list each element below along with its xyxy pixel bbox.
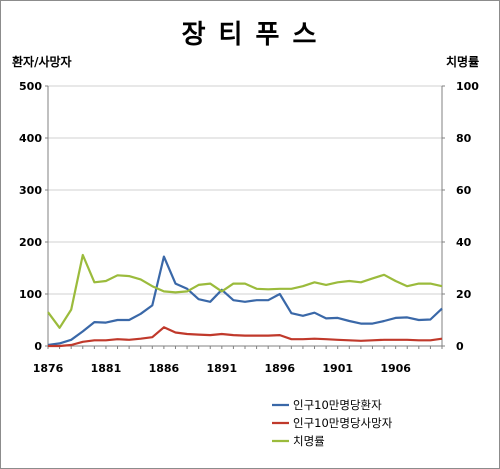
y-left-tick-label: 300 bbox=[19, 184, 42, 197]
y-right-tick-label: 60 bbox=[456, 184, 472, 197]
chart-title: 장 티 푸 스 bbox=[181, 20, 319, 50]
legend-label: 인구10만명당사망자 bbox=[293, 416, 393, 430]
legend-label: 치명률 bbox=[293, 434, 325, 448]
right-axis-label: 치명률 bbox=[446, 55, 480, 69]
series-line bbox=[48, 326, 443, 348]
series-line bbox=[47, 255, 443, 347]
gridlines bbox=[48, 85, 442, 295]
x-tick-label: 1901 bbox=[322, 362, 353, 375]
y-right-tick-label: 20 bbox=[456, 288, 472, 301]
y-right-tick-label: 40 bbox=[456, 236, 472, 249]
series-lines bbox=[47, 253, 443, 348]
x-tick-label: 1876 bbox=[33, 362, 64, 375]
x-tick-label: 1886 bbox=[149, 362, 180, 375]
x-tick-label: 1881 bbox=[91, 362, 122, 375]
x-tick-label: 1891 bbox=[207, 362, 238, 375]
y-left-tick-label: 100 bbox=[19, 288, 42, 301]
left-axis-label: 환자/사망자 bbox=[12, 55, 72, 69]
y-left-tick-label: 500 bbox=[19, 80, 42, 93]
legend-label: 인구10만명당환자 bbox=[293, 398, 382, 412]
x-tick-label: 1906 bbox=[380, 362, 411, 375]
tick-labels: 0 100 200 300 400 500 0 20 40 60 80 100 1876 1881 1886… bbox=[19, 80, 479, 375]
x-tick-label: 1896 bbox=[264, 362, 295, 375]
series-line bbox=[47, 253, 443, 329]
y-right-tick-label: 80 bbox=[456, 132, 472, 145]
y-left-tick-label: 0 bbox=[34, 340, 42, 353]
y-left-tick-label: 400 bbox=[19, 132, 42, 145]
y-left-tick-label: 200 bbox=[19, 236, 42, 249]
y-right-tick-label: 0 bbox=[456, 340, 464, 353]
y-right-tick-label: 100 bbox=[456, 80, 479, 93]
axes bbox=[45, 85, 445, 349]
